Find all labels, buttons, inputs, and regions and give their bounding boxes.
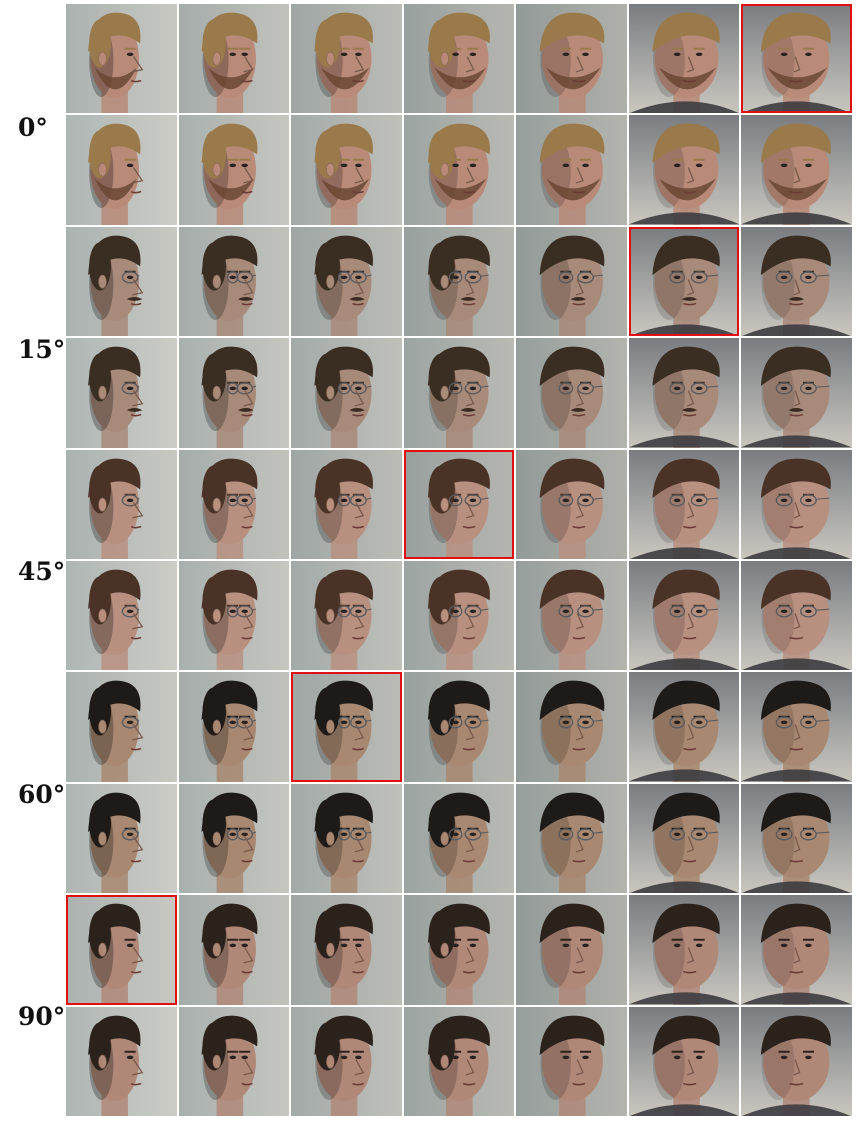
pose-label-60: 60° <box>18 780 66 809</box>
pose-label-45: 45° <box>18 557 66 586</box>
face-thumbnail <box>66 4 177 114</box>
face-thumbnail <box>403 4 515 114</box>
face-thumbnail <box>628 1006 740 1116</box>
face-thumbnail <box>516 449 627 559</box>
face-thumbnail <box>178 115 290 225</box>
face-thumbnail <box>628 895 740 1005</box>
face-thumbnail <box>741 895 852 1005</box>
face-thumbnail <box>66 115 177 225</box>
face-thumbnail <box>741 449 852 559</box>
face-thumbnail <box>516 4 627 114</box>
face-thumbnail <box>178 561 290 671</box>
face-thumbnail <box>516 115 627 225</box>
face-thumbnail <box>403 115 515 225</box>
face-thumbnail <box>516 226 627 337</box>
face-thumbnail-selected <box>628 226 740 337</box>
face-thumbnail <box>178 449 290 559</box>
face-thumbnail <box>291 561 402 671</box>
face-thumbnail-selected <box>741 4 852 114</box>
face-thumbnail <box>66 338 177 448</box>
face-thumbnail <box>403 895 515 1005</box>
face-grid <box>66 4 852 1116</box>
face-thumbnail <box>516 672 627 782</box>
face-thumbnail <box>516 783 627 894</box>
face-thumbnail <box>178 1006 290 1116</box>
face-thumbnail <box>516 1006 627 1116</box>
face-thumbnail <box>291 115 402 225</box>
face-thumbnail <box>178 895 290 1005</box>
face-thumbnail-selected <box>403 449 515 559</box>
face-thumbnail <box>403 226 515 337</box>
face-thumbnail <box>178 338 290 448</box>
pose-label-0: 0° <box>18 113 48 142</box>
face-thumbnail <box>628 783 740 894</box>
face-thumbnail <box>628 115 740 225</box>
face-thumbnail <box>403 1006 515 1116</box>
pose-label-90: 90° <box>18 1002 66 1031</box>
face-thumbnail <box>291 1006 402 1116</box>
face-thumbnail <box>291 338 402 448</box>
face-thumbnail <box>741 672 852 782</box>
face-thumbnail <box>628 672 740 782</box>
pose-labels: 0° 15° 45° 60° 90° <box>0 0 66 1125</box>
face-thumbnail <box>291 226 402 337</box>
pose-label-15: 15° <box>18 335 66 364</box>
face-thumbnail <box>628 561 740 671</box>
face-thumbnail <box>178 4 290 114</box>
face-thumbnail <box>403 672 515 782</box>
face-thumbnail-selected <box>291 672 402 782</box>
face-thumbnail <box>741 561 852 671</box>
face-thumbnail <box>291 895 402 1005</box>
face-thumbnail <box>178 783 290 894</box>
face-thumbnail <box>66 672 177 782</box>
face-thumbnail-selected <box>66 895 177 1005</box>
face-thumbnail <box>403 561 515 671</box>
face-thumbnail <box>741 1006 852 1116</box>
face-thumbnail <box>66 1006 177 1116</box>
face-thumbnail <box>178 672 290 782</box>
face-thumbnail <box>66 783 177 894</box>
face-thumbnail <box>516 895 627 1005</box>
face-thumbnail <box>403 338 515 448</box>
face-thumbnail <box>741 115 852 225</box>
face-thumbnail <box>628 449 740 559</box>
face-thumbnail <box>66 561 177 671</box>
face-thumbnail <box>628 338 740 448</box>
face-thumbnail <box>741 226 852 337</box>
face-thumbnail <box>628 4 740 114</box>
face-thumbnail <box>291 783 402 894</box>
face-thumbnail <box>403 783 515 894</box>
face-thumbnail <box>741 338 852 448</box>
face-thumbnail <box>66 449 177 559</box>
face-thumbnail <box>516 338 627 448</box>
face-thumbnail <box>66 226 177 337</box>
face-thumbnail <box>178 226 290 337</box>
face-thumbnail <box>291 4 402 114</box>
face-thumbnail <box>741 783 852 894</box>
face-thumbnail <box>291 449 402 559</box>
face-thumbnail <box>516 561 627 671</box>
